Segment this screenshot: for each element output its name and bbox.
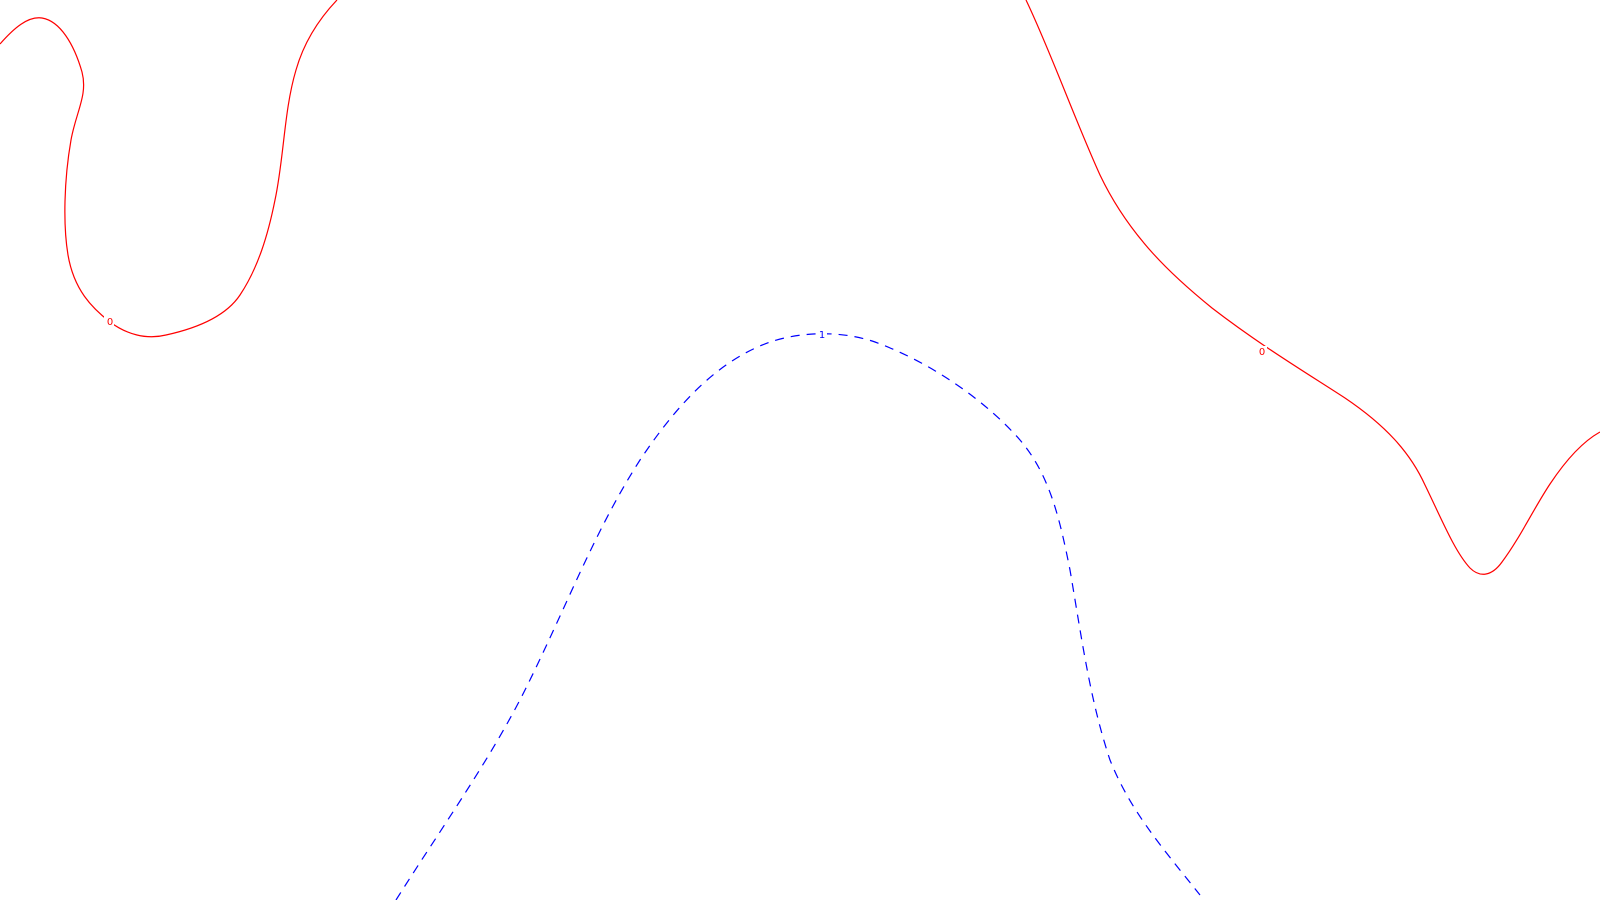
contour-right: 0 [1025, 0, 1600, 575]
contour-label-left: 0 [107, 317, 113, 328]
contour-line-center [395, 333, 1201, 900]
contour-label-center: 1 [819, 330, 825, 341]
contour-line-left [0, 0, 338, 338]
contour-line-right [1025, 0, 1600, 575]
contour-center: 1 [395, 329, 1201, 900]
contour-label-right: 0 [1259, 347, 1265, 358]
contour-label-bg-left [104, 316, 114, 327]
contour-left: 0 [0, 0, 338, 338]
contour-label-bg-right [1257, 346, 1267, 357]
contour-label-bg-center [817, 329, 827, 340]
